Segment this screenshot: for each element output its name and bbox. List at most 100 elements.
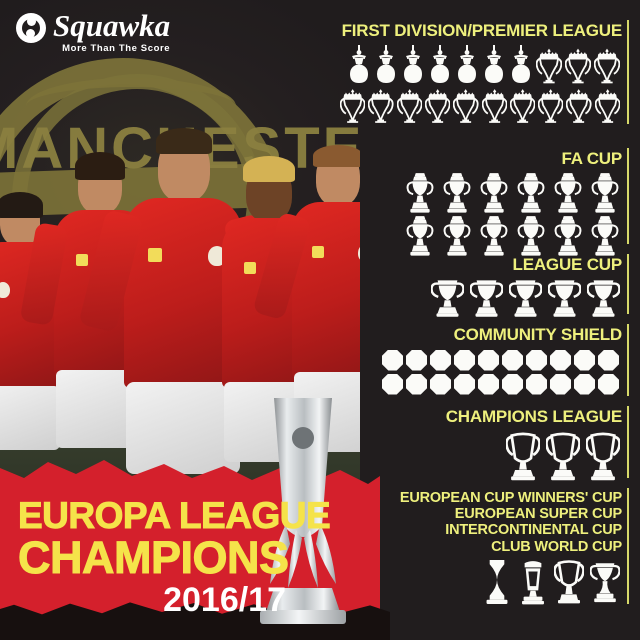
league-cup-trophy-icon <box>509 280 542 317</box>
community-shield-icon <box>478 349 499 371</box>
league-cup-trophy-icon <box>548 280 581 317</box>
premier-league-trophy-icon <box>396 89 422 123</box>
community-shield-icon <box>406 373 427 395</box>
trophy-rows <box>340 279 640 317</box>
fa-cup-trophy-icon <box>443 216 471 256</box>
section-rule <box>626 148 629 244</box>
fa-cup-trophy-icon <box>517 173 545 213</box>
community-shield-icon <box>550 373 571 395</box>
league-cup-trophy-icon <box>587 280 620 317</box>
champions-league-trophy-icon <box>506 432 540 481</box>
community-shield-icon <box>598 373 619 395</box>
premier-league-trophy-icon <box>368 89 394 123</box>
squawka-logo[interactable]: Squawka More Than The Score <box>16 10 170 54</box>
honour-section-other-cups: EUROPEAN CUP WINNERS' CUP EUROPEAN SUPER… <box>340 488 640 605</box>
premier-league-trophy-icon <box>424 89 451 123</box>
fa-cup-trophy-icon <box>554 216 582 256</box>
community-shield-icon <box>550 349 571 371</box>
hero-title-line-1: EUROPA LEAGUE <box>18 495 332 536</box>
hero-title-line-2: CHAMPIONS <box>18 531 290 583</box>
squawka-circle-logo-icon <box>16 13 46 43</box>
first-division-trophy-icon <box>512 45 530 83</box>
first-division-trophy-icon <box>350 45 368 83</box>
section-heading-line: EUROPEAN CUP WINNERS' CUP <box>399 490 622 506</box>
honour-section-league-cup: LEAGUE CUP <box>340 254 640 317</box>
community-shield-icon <box>502 373 523 395</box>
community-shield-icon <box>598 349 619 371</box>
brand-name: Squawka <box>53 8 171 43</box>
premier-league-trophy-icon <box>340 89 366 123</box>
brand-tagline: More Than The Score <box>62 43 171 54</box>
trophy-row <box>340 173 620 214</box>
shield-row <box>340 372 620 396</box>
shield-row <box>340 348 620 372</box>
hero-title-block: EUROPA LEAGUE CHAMPIONS 2016/17 <box>18 495 348 619</box>
cup-winners-cup-trophy-icon <box>486 559 508 604</box>
section-rule <box>626 488 629 604</box>
first-division-trophy-icon <box>404 45 422 83</box>
premier-league-trophy-icon <box>536 48 562 84</box>
premier-league-trophy-icon <box>509 89 536 123</box>
fa-cup-trophy-icon <box>406 216 434 256</box>
community-shield-icon <box>382 373 403 395</box>
club-crest-scroll <box>26 78 236 112</box>
honour-section-community-shield: COMMUNITY SHIELD <box>340 324 640 396</box>
european-super-cup-trophy-icon <box>522 561 544 605</box>
community-shield-icon <box>406 349 427 371</box>
fa-cup-trophy-icon <box>517 216 545 256</box>
shield-rows <box>340 348 640 396</box>
community-shield-icon <box>430 373 451 395</box>
intercontinental-cup-trophy-icon <box>554 560 584 604</box>
fa-cup-trophy-icon <box>554 173 582 213</box>
trophy-rows <box>340 559 640 605</box>
section-heading: LEAGUE CUP <box>512 255 623 274</box>
section-rule <box>626 324 629 396</box>
fa-cup-trophy-icon <box>591 216 619 256</box>
first-division-trophy-icon <box>377 45 395 83</box>
community-shield-icon <box>478 373 499 395</box>
premier-league-trophy-icon <box>594 48 620 84</box>
section-heading-line: EUROPEAN SUPER CUP <box>454 506 622 523</box>
honour-section-fa-cup: FA CUP <box>340 148 640 257</box>
section-heading-line: INTERCONTINENTAL CUP <box>445 522 622 539</box>
champions-league-trophy-icon <box>546 432 580 481</box>
fa-cup-trophy-icon <box>406 173 434 213</box>
fa-cup-trophy-icon <box>443 173 471 213</box>
club-crest-text: MANCHESTER <box>0 120 360 178</box>
hero-season: 2016/17 <box>163 580 286 619</box>
honour-section-champions-league: CHAMPIONS LEAGUE <box>340 406 640 481</box>
trophy-rows <box>340 431 640 481</box>
trophy-row <box>340 216 620 257</box>
section-rule <box>626 254 629 314</box>
section-rule <box>626 20 629 124</box>
premier-league-trophy-icon <box>594 89 620 123</box>
community-shield-icon <box>574 373 595 395</box>
community-shield-icon <box>454 349 475 371</box>
fa-cup-trophy-icon <box>591 173 619 213</box>
fa-cup-trophy-icon <box>480 216 508 256</box>
champions-league-trophy-icon <box>586 432 620 481</box>
honour-section-league: FIRST DIVISION/PREMIER LEAGUE <box>340 20 640 125</box>
club-world-cup-trophy-icon <box>590 563 620 602</box>
community-shield-icon <box>454 373 475 395</box>
section-heading: FIRST DIVISION/PREMIER LEAGUE <box>341 21 623 40</box>
premier-league-trophy-icon <box>565 48 591 84</box>
first-division-trophy-icon <box>431 45 449 83</box>
section-heading: CHAMPIONS LEAGUE <box>445 407 622 426</box>
community-shield-icon <box>382 349 403 371</box>
trophy-row <box>340 559 620 605</box>
premier-league-trophy-icon <box>481 89 507 123</box>
community-shield-icon <box>526 373 547 395</box>
league-cup-trophy-icon <box>431 280 464 317</box>
trophy-row <box>340 431 620 481</box>
trophy-rows <box>340 173 640 257</box>
europa-league-trophy-icon <box>244 398 362 630</box>
section-heading: FA CUP <box>561 149 622 168</box>
community-shield-icon <box>526 349 547 371</box>
first-division-trophy-icon <box>458 45 476 83</box>
trophy-rows <box>340 45 640 125</box>
section-heading-line: CLUB WORLD CUP <box>491 538 622 555</box>
community-shield-icon <box>430 349 451 371</box>
section-heading: COMMUNITY SHIELD <box>453 325 623 344</box>
